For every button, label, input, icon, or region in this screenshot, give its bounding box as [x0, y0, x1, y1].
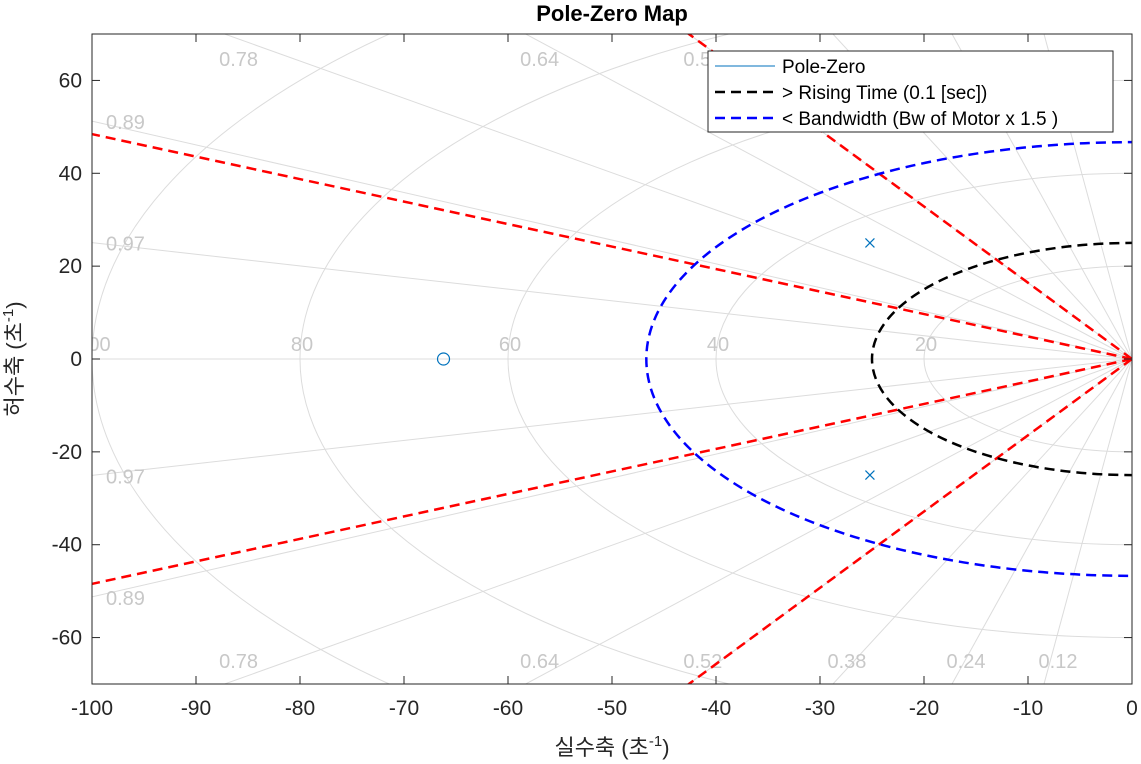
x-tick-label: -20: [909, 697, 939, 720]
constraint-circle: [645, 140, 1132, 578]
x-tick-label: -100: [71, 697, 113, 720]
y-tick-label: 40: [59, 162, 82, 185]
grid-wn-label: 40: [707, 334, 729, 356]
y-tick-label: -60: [52, 627, 82, 650]
grid-zeta-label: 0.12: [1039, 651, 1078, 673]
y-axis-label: 허수축 (초-1): [0, 301, 27, 416]
grid-zeta-label: 0.52: [683, 651, 722, 673]
constraint-circle: [870, 241, 1132, 477]
x-axis-label: 실수축 (초-1): [554, 733, 669, 760]
pole-marker: [864, 238, 875, 248]
chart-title: Pole-Zero Map: [536, 1, 688, 26]
legend-label: Pole-Zero: [782, 57, 865, 78]
legend-box: [707, 50, 1114, 133]
grid-circle: [923, 265, 1132, 453]
grid-zeta-label: 0.97: [106, 466, 145, 488]
grid-zeta-label: 0.64: [520, 651, 559, 673]
grid-zeta-label: 0.89: [106, 588, 145, 610]
grid-zeta-label: 0.78: [219, 651, 258, 673]
grid-zeta-label: 0.78: [219, 49, 258, 71]
x-tick-label: -30: [805, 697, 835, 720]
y-axis-label-sup: -1: [0, 309, 17, 322]
grid-zeta-label: 0.38: [827, 651, 866, 673]
y-tick-label: 20: [59, 255, 82, 278]
grid-wn-label: 20: [915, 334, 937, 356]
y-axis-label-end: ): [2, 301, 27, 308]
legend: Pole-Zero > Rising Time (0.1 [sec]) < Band…: [707, 50, 1114, 133]
grid-wn-label: 100: [77, 334, 110, 356]
x-tick-label: -90: [181, 697, 211, 720]
y-axis-label-text: 허수축 (초: [2, 322, 27, 416]
grid-wn-label: 80: [291, 334, 313, 356]
x-tick-label: 0: [1126, 697, 1138, 720]
legend-label: > Rising Time (0.1 [sec]): [782, 83, 987, 104]
grid-zeta-label: 0.97: [106, 234, 145, 256]
x-axis-label-text: 실수축 (초: [554, 735, 648, 760]
y-tick-label: -20: [52, 441, 82, 464]
x-tick-label: -10: [1013, 697, 1043, 720]
grid-circle: [507, 80, 1132, 638]
grid-zeta-label: 0.24: [947, 651, 986, 673]
x-axis-label-end: ): [662, 735, 669, 760]
grid-circle: [715, 172, 1132, 546]
x-tick-label: -60: [493, 697, 523, 720]
axes: -100 -90 -80 -70 -60 -50 -40 -30 -20 -10 0-60-40-2…: [52, 34, 1138, 720]
grid-zeta-label: 0.64: [520, 49, 559, 71]
grid-zeta-label: 0.89: [106, 112, 145, 134]
y-tick-label: -40: [52, 534, 82, 557]
y-tick-label: 60: [59, 69, 82, 92]
x-tick-label: -80: [285, 697, 315, 720]
x-tick-label: -40: [701, 697, 731, 720]
grid-wn-label: 60: [499, 334, 521, 356]
legend-label: < Bandwidth (Bw of Motor x 1.5 ): [782, 109, 1058, 130]
pole-marker: [864, 470, 875, 480]
y-tick-label: 0: [70, 348, 82, 371]
grid-circle: [299, 34, 732, 684]
zero-marker: [436, 352, 451, 366]
x-axis-label-sup: -1: [649, 733, 662, 750]
x-tick-label: -70: [389, 697, 419, 720]
x-tick-label: -50: [597, 697, 627, 720]
